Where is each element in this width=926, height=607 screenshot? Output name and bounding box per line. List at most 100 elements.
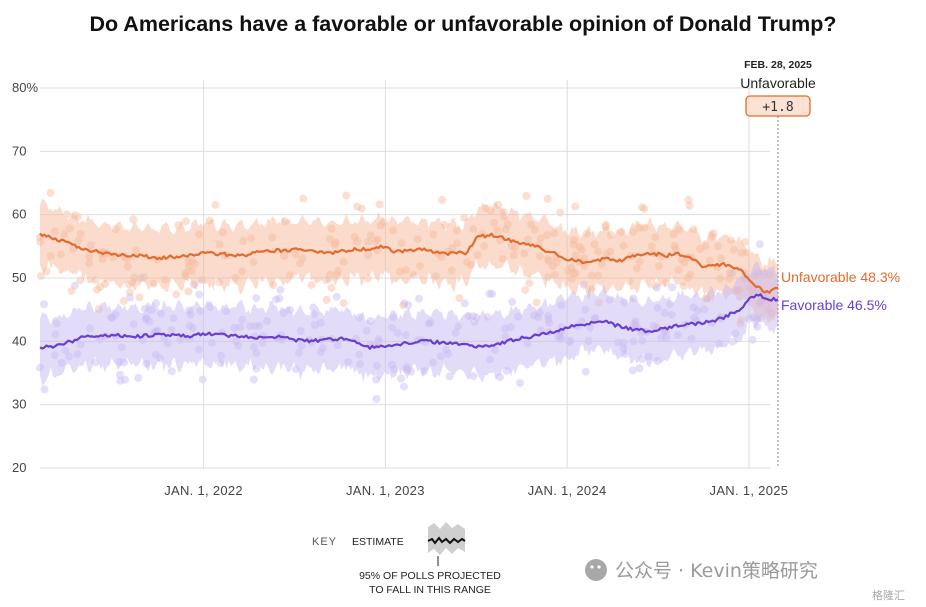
poll-dot	[375, 200, 384, 209]
unfavorable-end-label: Unfavorable 48.3%	[781, 269, 900, 285]
poll-dot	[455, 294, 464, 303]
poll-dot	[399, 382, 408, 391]
poll-dot	[415, 294, 423, 303]
poll-dot	[601, 220, 610, 229]
poll-dot	[516, 379, 524, 387]
wechat-icon	[585, 559, 607, 581]
poll-dot	[508, 297, 517, 306]
y-tick-label: 40	[12, 333, 26, 348]
poll-dot	[755, 240, 764, 249]
poll-dot	[635, 364, 644, 373]
poll-dot	[397, 374, 405, 383]
poll-dot	[445, 372, 454, 381]
confidence-bands	[40, 198, 778, 386]
poll-dot	[195, 290, 204, 299]
leader-label: Unfavorable	[740, 75, 816, 91]
poll-dot	[125, 280, 134, 289]
x-axis: JAN. 1, 2022 JAN. 1, 2023 JAN. 1, 2024 J…	[164, 483, 788, 498]
x-tick-label: JAN. 1, 2025	[710, 483, 789, 498]
poll-dot	[172, 290, 181, 299]
poll-dot	[116, 370, 124, 379]
legend-key: KEY ESTIMATE 95% OF POLLS PROJECTED TO F…	[312, 522, 501, 596]
poll-dot	[211, 200, 220, 209]
poll-dot	[167, 367, 176, 376]
poll-dot	[40, 300, 48, 309]
key-range-line1: 95% OF POLLS PROJECTED	[359, 570, 501, 582]
series-lines	[39, 232, 779, 350]
poll-dot	[40, 385, 49, 394]
poll-dot	[121, 375, 129, 384]
poll-dot	[488, 289, 497, 298]
confidence-band-unfavorable	[40, 198, 778, 324]
key-estimate-label: ESTIMATE	[352, 536, 404, 548]
poll-dot	[96, 283, 105, 291]
poll-dot	[628, 366, 637, 375]
poll-dot	[327, 283, 336, 292]
key-label: KEY	[312, 536, 337, 548]
poll-dot	[353, 202, 362, 211]
favorable-end-label: Favorable 46.5%	[781, 297, 887, 313]
chart-title: Do Americans have a favorable or unfavor…	[89, 12, 837, 36]
series-line-unfavorable	[39, 232, 779, 294]
poll-dot	[640, 204, 649, 213]
key-estimate-swatch	[427, 536, 466, 545]
poll-dot	[252, 294, 261, 303]
poll-dot	[342, 191, 351, 200]
poll-dot	[125, 288, 134, 297]
poll-dot	[184, 287, 193, 296]
poll-dot	[372, 395, 381, 403]
poll-dot	[685, 201, 694, 210]
poll-dot	[571, 202, 580, 211]
x-tick-label: JAN. 1, 2022	[164, 483, 243, 498]
poll-dot	[438, 195, 447, 204]
x-tick-label: JAN. 1, 2023	[346, 483, 425, 498]
key-range-line2: TO FALL IN THIS RANGE	[369, 584, 491, 596]
margin-badge	[745, 95, 811, 117]
y-tick-label: 60	[12, 207, 26, 222]
poll-dot	[525, 279, 534, 288]
poll-dot	[116, 376, 125, 385]
y-tick-label: 30	[12, 397, 26, 412]
poll-dot	[249, 375, 258, 384]
poll-dot	[543, 194, 552, 203]
poll-dot	[469, 312, 478, 321]
poll-dot	[272, 295, 280, 304]
poll-dot	[556, 208, 565, 217]
current-date-annotation: FEB. 28, 2025 Unfavorable +1.8	[740, 59, 816, 468]
poll-dot	[134, 374, 143, 382]
wechat-icon-eye	[597, 565, 601, 569]
poll-dot	[181, 217, 190, 226]
poll-dot	[307, 281, 316, 290]
poll-dot	[581, 367, 590, 376]
margin-value: +1.8	[762, 100, 793, 115]
y-tick-label: 20	[12, 460, 26, 475]
poll-dot	[638, 203, 646, 212]
watermark: 公众号 · Kevin策略研究 格隆汇	[585, 559, 905, 602]
poll-dot	[198, 375, 207, 384]
poll-dot	[522, 191, 531, 200]
poll-dot	[485, 289, 494, 298]
poll-dot	[404, 301, 413, 310]
poll-dot	[532, 298, 541, 307]
poll-dot	[101, 280, 110, 288]
poll-dot	[309, 303, 318, 312]
poll-dot	[119, 296, 128, 305]
poll-dot	[400, 299, 409, 308]
poll-dot	[339, 299, 348, 307]
poll-dot	[276, 285, 285, 294]
poll-dot	[399, 301, 408, 310]
y-tick-label: 50	[12, 270, 26, 285]
poll-dot	[67, 287, 76, 296]
poll-dot	[469, 372, 478, 381]
watermark-text: 公众号 · Kevin策略研究	[615, 560, 818, 582]
poll-dot	[93, 285, 102, 294]
y-tick-label: 70	[12, 143, 26, 158]
poll-dot	[748, 335, 757, 344]
watermark-corner: 格隆汇	[872, 588, 905, 602]
poll-dot	[322, 295, 331, 304]
poll-dot	[299, 194, 308, 203]
series-line-favorable	[39, 293, 779, 350]
poll-dot	[668, 283, 677, 292]
poll-dot	[129, 215, 138, 224]
